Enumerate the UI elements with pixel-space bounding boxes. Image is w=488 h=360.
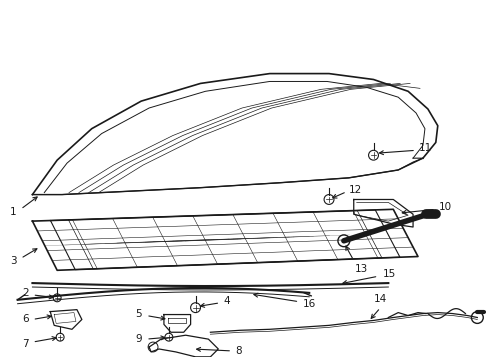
Text: 2: 2	[22, 288, 28, 298]
Text: 12: 12	[348, 185, 361, 195]
Text: 16: 16	[302, 299, 315, 309]
Text: 7: 7	[22, 339, 28, 349]
Text: 4: 4	[223, 296, 229, 306]
Text: 5: 5	[135, 309, 142, 319]
Text: 13: 13	[354, 264, 367, 274]
Text: 14: 14	[373, 294, 386, 304]
Text: 8: 8	[235, 346, 241, 356]
Text: 3: 3	[10, 256, 17, 266]
Text: 11: 11	[418, 143, 431, 153]
Text: 10: 10	[438, 202, 451, 212]
Text: 1: 1	[10, 207, 17, 217]
Text: 15: 15	[382, 269, 395, 279]
Text: 9: 9	[135, 334, 142, 344]
Text: 6: 6	[22, 315, 28, 324]
